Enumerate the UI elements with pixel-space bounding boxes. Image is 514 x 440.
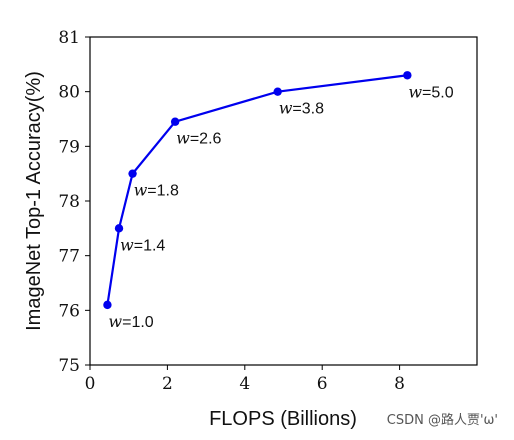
data-label: w=1.4 xyxy=(120,235,165,254)
x-axis-ticks: 0 2 4 6 8 xyxy=(85,365,405,394)
y-tick-label: 81 xyxy=(58,28,80,48)
data-label: w=1.8 xyxy=(134,181,179,200)
y-axis-ticks: 75 76 77 78 79 80 81 xyxy=(58,28,90,376)
data-label: w=2.6 xyxy=(176,129,221,148)
x-tick-label: 4 xyxy=(239,374,250,394)
data-labels: w=1.0 w=1.4 w=1.8 w=2.6 w=3.8 w=5.0 xyxy=(108,82,453,331)
data-point xyxy=(273,87,282,96)
y-tick-label: 80 xyxy=(58,83,80,103)
x-tick-label: 2 xyxy=(162,374,173,394)
x-tick-label: 8 xyxy=(394,374,405,394)
data-point xyxy=(403,71,412,80)
data-label: w=1.0 xyxy=(108,312,153,331)
y-tick-label: 78 xyxy=(58,192,80,212)
y-axis-label: ImageNet Top-1 Accuracy(%) xyxy=(23,71,45,331)
data-point xyxy=(103,300,112,310)
x-tick-label: 0 xyxy=(85,374,96,394)
x-axis-label: FLOPS (Billions) xyxy=(209,408,357,430)
data-label: w=3.8 xyxy=(279,99,324,118)
watermark: CSDN @路人贾'ω' xyxy=(387,412,498,428)
x-tick-label: 6 xyxy=(317,374,328,394)
data-label: w=5.0 xyxy=(408,82,453,101)
y-tick-label: 76 xyxy=(58,301,80,321)
series-line xyxy=(106,74,408,306)
data-point xyxy=(128,169,137,178)
y-tick-label: 79 xyxy=(58,137,80,157)
y-tick-label: 75 xyxy=(58,356,80,376)
data-point xyxy=(114,224,124,233)
y-tick-label: 77 xyxy=(58,247,80,267)
data-points xyxy=(103,71,412,310)
data-point xyxy=(170,117,180,126)
